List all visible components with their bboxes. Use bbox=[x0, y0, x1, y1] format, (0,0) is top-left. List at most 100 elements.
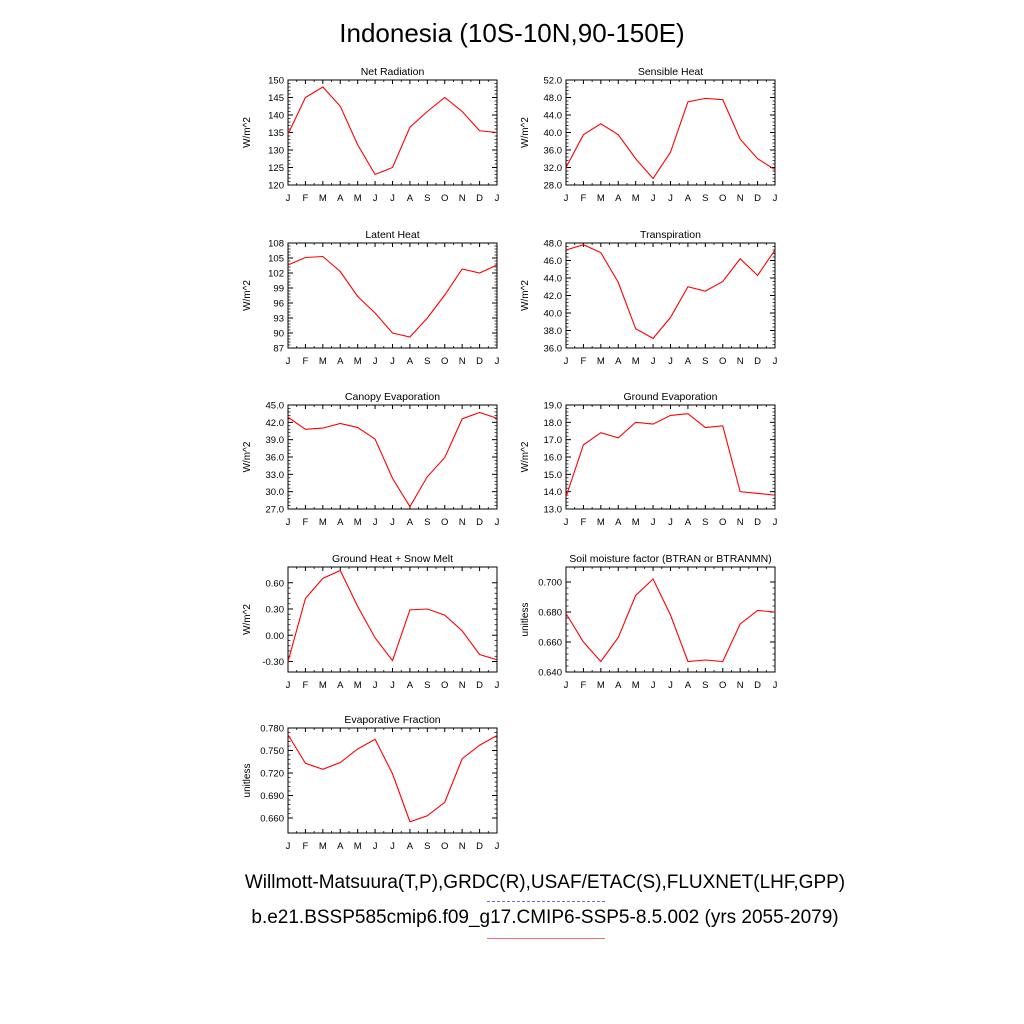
x-tick-label: F bbox=[303, 517, 309, 528]
y-tick-label: 39.0 bbox=[266, 435, 285, 446]
y-tick-label: 48.0 bbox=[544, 93, 563, 104]
y-tick-label: 0.780 bbox=[260, 724, 284, 735]
x-tick-label: J bbox=[390, 841, 395, 852]
x-tick-label: N bbox=[737, 193, 744, 204]
x-tick-label: N bbox=[459, 680, 466, 691]
x-tick-label: J bbox=[286, 841, 291, 852]
y-tick-label: 44.0 bbox=[544, 274, 563, 285]
x-tick-label: N bbox=[459, 517, 466, 528]
series-line bbox=[287, 255, 498, 338]
y-tick-label: 0.700 bbox=[538, 578, 562, 589]
y-axis-label: W/m^2 bbox=[242, 280, 253, 311]
x-tick-label: O bbox=[719, 680, 726, 691]
y-tick-label: 120 bbox=[268, 181, 284, 192]
x-tick-label: D bbox=[754, 517, 761, 528]
y-tick-label: 125 bbox=[268, 163, 284, 174]
plot-frame bbox=[287, 727, 498, 834]
x-tick-label: F bbox=[581, 517, 587, 528]
x-tick-label: M bbox=[319, 193, 327, 204]
y-axis-label: W/m^2 bbox=[520, 117, 531, 148]
x-tick-label: J bbox=[668, 193, 673, 204]
y-tick-label: 16.0 bbox=[544, 453, 563, 464]
chart-title: Ground Heat + Snow Melt bbox=[332, 553, 453, 565]
x-tick-label: M bbox=[632, 193, 640, 204]
x-tick-label: J bbox=[390, 356, 395, 367]
x-tick-label: J bbox=[564, 517, 569, 528]
y-tick-label: 36.0 bbox=[544, 146, 563, 157]
x-tick-label: A bbox=[337, 680, 344, 691]
plot-frame bbox=[287, 404, 498, 510]
x-tick-label: J bbox=[651, 193, 656, 204]
y-tick-label: 17.0 bbox=[544, 435, 563, 446]
x-tick-label: D bbox=[754, 356, 761, 367]
y-tick-label: 40.0 bbox=[544, 128, 563, 139]
x-tick-label: J bbox=[773, 680, 778, 691]
y-tick-label: 14.0 bbox=[544, 487, 563, 498]
chart-title: Transpiration bbox=[640, 229, 701, 241]
legend-obs-line-key bbox=[487, 901, 605, 902]
y-axis-label: unitless bbox=[520, 603, 531, 637]
x-tick-label: J bbox=[495, 356, 500, 367]
y-tick-label: 0.60 bbox=[266, 578, 285, 589]
legend-model-label: b.e21.BSSP585cmip6.f09_g17.CMIP6-SSP5-8.… bbox=[251, 907, 839, 928]
x-tick-label: J bbox=[373, 841, 378, 852]
y-tick-label: 32.0 bbox=[544, 163, 563, 174]
y-tick-label: 46.0 bbox=[544, 256, 563, 267]
x-tick-label: A bbox=[615, 517, 622, 528]
y-tick-label: 105 bbox=[268, 254, 284, 265]
y-tick-label: 0.690 bbox=[260, 791, 284, 802]
y-tick-label: 19.0 bbox=[544, 401, 563, 412]
x-tick-label: O bbox=[441, 680, 448, 691]
x-tick-label: M bbox=[319, 517, 327, 528]
y-axis-label: W/m^2 bbox=[242, 117, 253, 148]
x-tick-label: O bbox=[719, 193, 726, 204]
chart-title: Sensible Heat bbox=[638, 66, 703, 78]
x-tick-label: M bbox=[319, 841, 327, 852]
series-line bbox=[565, 97, 776, 180]
x-tick-label: N bbox=[459, 841, 466, 852]
x-tick-label: N bbox=[737, 680, 744, 691]
x-tick-label: O bbox=[441, 517, 448, 528]
x-tick-label: J bbox=[286, 193, 291, 204]
x-tick-label: J bbox=[773, 193, 778, 204]
plot-frame bbox=[565, 566, 776, 673]
plot-frame bbox=[565, 79, 776, 186]
chart-title: Ground Evaporation bbox=[624, 391, 718, 403]
x-tick-label: F bbox=[303, 680, 309, 691]
plot-frame bbox=[565, 404, 776, 510]
x-tick-label: J bbox=[651, 517, 656, 528]
x-tick-label: D bbox=[754, 680, 761, 691]
y-tick-label: 0.660 bbox=[260, 814, 284, 825]
x-tick-label: M bbox=[354, 841, 362, 852]
x-tick-label: J bbox=[373, 680, 378, 691]
y-tick-label: 90 bbox=[273, 329, 284, 340]
y-tick-label: 93 bbox=[273, 314, 284, 325]
x-tick-label: A bbox=[337, 841, 344, 852]
y-tick-label: 36.0 bbox=[266, 453, 285, 464]
x-tick-label: A bbox=[685, 193, 692, 204]
x-tick-label: J bbox=[495, 193, 500, 204]
x-tick-label: M bbox=[597, 193, 605, 204]
x-tick-label: F bbox=[303, 193, 309, 204]
x-tick-label: S bbox=[702, 193, 708, 204]
x-tick-label: D bbox=[754, 193, 761, 204]
y-tick-label: 0.750 bbox=[260, 746, 284, 757]
chart-title: Soil moisture factor (BTRAN or BTRANMN) bbox=[569, 553, 771, 565]
x-tick-label: A bbox=[615, 680, 622, 691]
y-tick-label: 36.0 bbox=[544, 344, 563, 355]
x-tick-label: J bbox=[286, 680, 291, 691]
x-tick-label: M bbox=[597, 356, 605, 367]
x-tick-label: J bbox=[495, 517, 500, 528]
y-tick-label: 150 bbox=[268, 76, 284, 87]
chart-panel: Soil moisture factor (BTRAN or BTRANMN) J… bbox=[520, 553, 778, 691]
x-tick-label: J bbox=[668, 356, 673, 367]
chart-title: Net Radiation bbox=[361, 66, 425, 78]
x-tick-label: A bbox=[685, 356, 692, 367]
series-line bbox=[287, 569, 498, 662]
x-tick-label: O bbox=[719, 356, 726, 367]
y-tick-label: -0.30 bbox=[262, 657, 284, 668]
x-tick-label: O bbox=[441, 356, 448, 367]
